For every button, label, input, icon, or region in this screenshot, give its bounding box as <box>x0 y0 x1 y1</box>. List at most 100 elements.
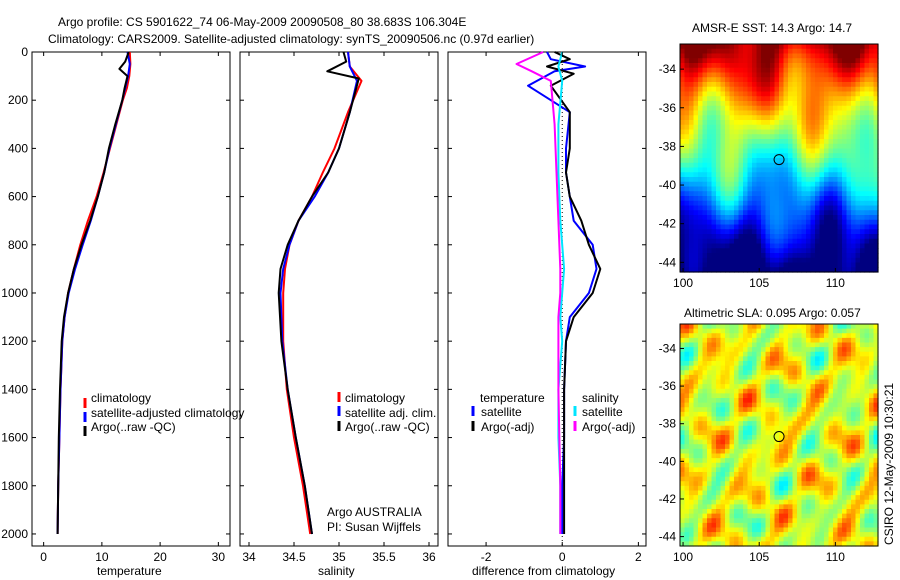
field-cell <box>684 333 690 339</box>
field-cell <box>855 356 861 362</box>
field-cell <box>756 388 762 394</box>
field-cell <box>815 370 821 376</box>
field-cell <box>729 229 735 235</box>
field-cell <box>725 527 731 533</box>
field-cell <box>761 509 767 515</box>
field-cell <box>698 393 704 399</box>
field-cell <box>738 356 744 362</box>
field-cell <box>860 324 866 330</box>
field-cell <box>707 229 713 235</box>
field-cell <box>860 120 866 126</box>
difference-panel: -2 0 2 difference from climatology tempera… <box>447 51 647 578</box>
field-cell <box>860 181 866 188</box>
field-cell <box>779 53 785 59</box>
field-cell <box>833 77 839 83</box>
field-cell <box>842 210 848 216</box>
field-cell <box>788 82 794 88</box>
field-cell <box>815 402 821 408</box>
field-cell <box>837 191 843 197</box>
field-cell <box>770 63 776 69</box>
field-cell <box>869 337 875 344</box>
field-cell <box>765 370 771 376</box>
field-cell <box>729 467 735 473</box>
field-cell <box>680 248 686 254</box>
field-cell <box>855 342 861 348</box>
field-cell <box>770 370 776 376</box>
field-cell <box>743 153 749 159</box>
field-cell <box>869 509 875 515</box>
field-cell <box>792 472 798 478</box>
field-cell <box>693 101 699 107</box>
field-cell <box>842 518 848 524</box>
field-cell <box>747 224 753 230</box>
field-cell <box>716 58 722 64</box>
field-cell <box>851 248 857 254</box>
field-cell <box>707 458 713 464</box>
field-cell <box>783 425 789 431</box>
field-cell <box>680 186 686 192</box>
field-cell <box>774 82 780 88</box>
field-cell <box>801 513 807 519</box>
field-cell <box>684 370 690 376</box>
field-cell <box>765 379 771 385</box>
field-cell <box>684 234 690 240</box>
field-cell <box>842 77 848 83</box>
field-cell <box>711 186 717 192</box>
field-cell <box>684 513 690 519</box>
field-cell <box>860 248 866 254</box>
field-cell <box>774 522 780 529</box>
field-cell <box>702 374 708 381</box>
field-cell <box>783 328 789 334</box>
field-cell <box>828 370 834 376</box>
field-cell <box>752 253 758 259</box>
field-cell <box>797 425 803 431</box>
field-cell <box>747 328 753 334</box>
field-cell <box>864 458 870 464</box>
field-cell <box>837 48 843 55</box>
field-cell <box>711 495 717 501</box>
field-cell <box>819 370 825 376</box>
field-cell <box>810 379 816 385</box>
field-cell <box>788 490 794 496</box>
field-cell <box>765 384 771 390</box>
field-cell <box>873 234 879 240</box>
field-cell <box>774 167 780 173</box>
field-cell <box>779 210 785 216</box>
field-cell <box>869 44 875 50</box>
field-cell <box>855 234 861 240</box>
field-cell <box>801 481 807 487</box>
field-cell <box>725 148 731 154</box>
field-cell <box>756 143 762 150</box>
field-cell <box>756 224 762 230</box>
field-cell <box>779 328 785 334</box>
field-cell <box>765 234 771 240</box>
field-cell <box>729 384 735 390</box>
field-cell <box>779 82 785 88</box>
field-cell <box>779 416 785 422</box>
field-cell <box>797 444 803 450</box>
field-cell <box>702 379 708 385</box>
field-cell <box>797 143 803 150</box>
field-cell <box>752 416 758 422</box>
field-cell <box>702 351 708 357</box>
field-cell <box>689 234 695 240</box>
field-cell <box>842 421 848 427</box>
field-cell <box>747 110 753 116</box>
field-cell <box>761 72 767 78</box>
field-cell <box>801 361 807 367</box>
field-cell <box>716 388 722 394</box>
field-cell <box>842 143 848 150</box>
field-cell <box>851 200 857 207</box>
field-cell <box>774 388 780 394</box>
field-cell <box>833 448 839 455</box>
field-cell <box>824 53 830 59</box>
field-cell <box>788 485 794 492</box>
field-cell <box>774 411 780 418</box>
field-cell <box>747 361 753 367</box>
field-cell <box>783 416 789 422</box>
field-cell <box>747 257 753 264</box>
field-cell <box>743 370 749 376</box>
field-cell <box>698 186 704 192</box>
field-cell <box>747 342 753 348</box>
field-cell <box>801 257 807 264</box>
